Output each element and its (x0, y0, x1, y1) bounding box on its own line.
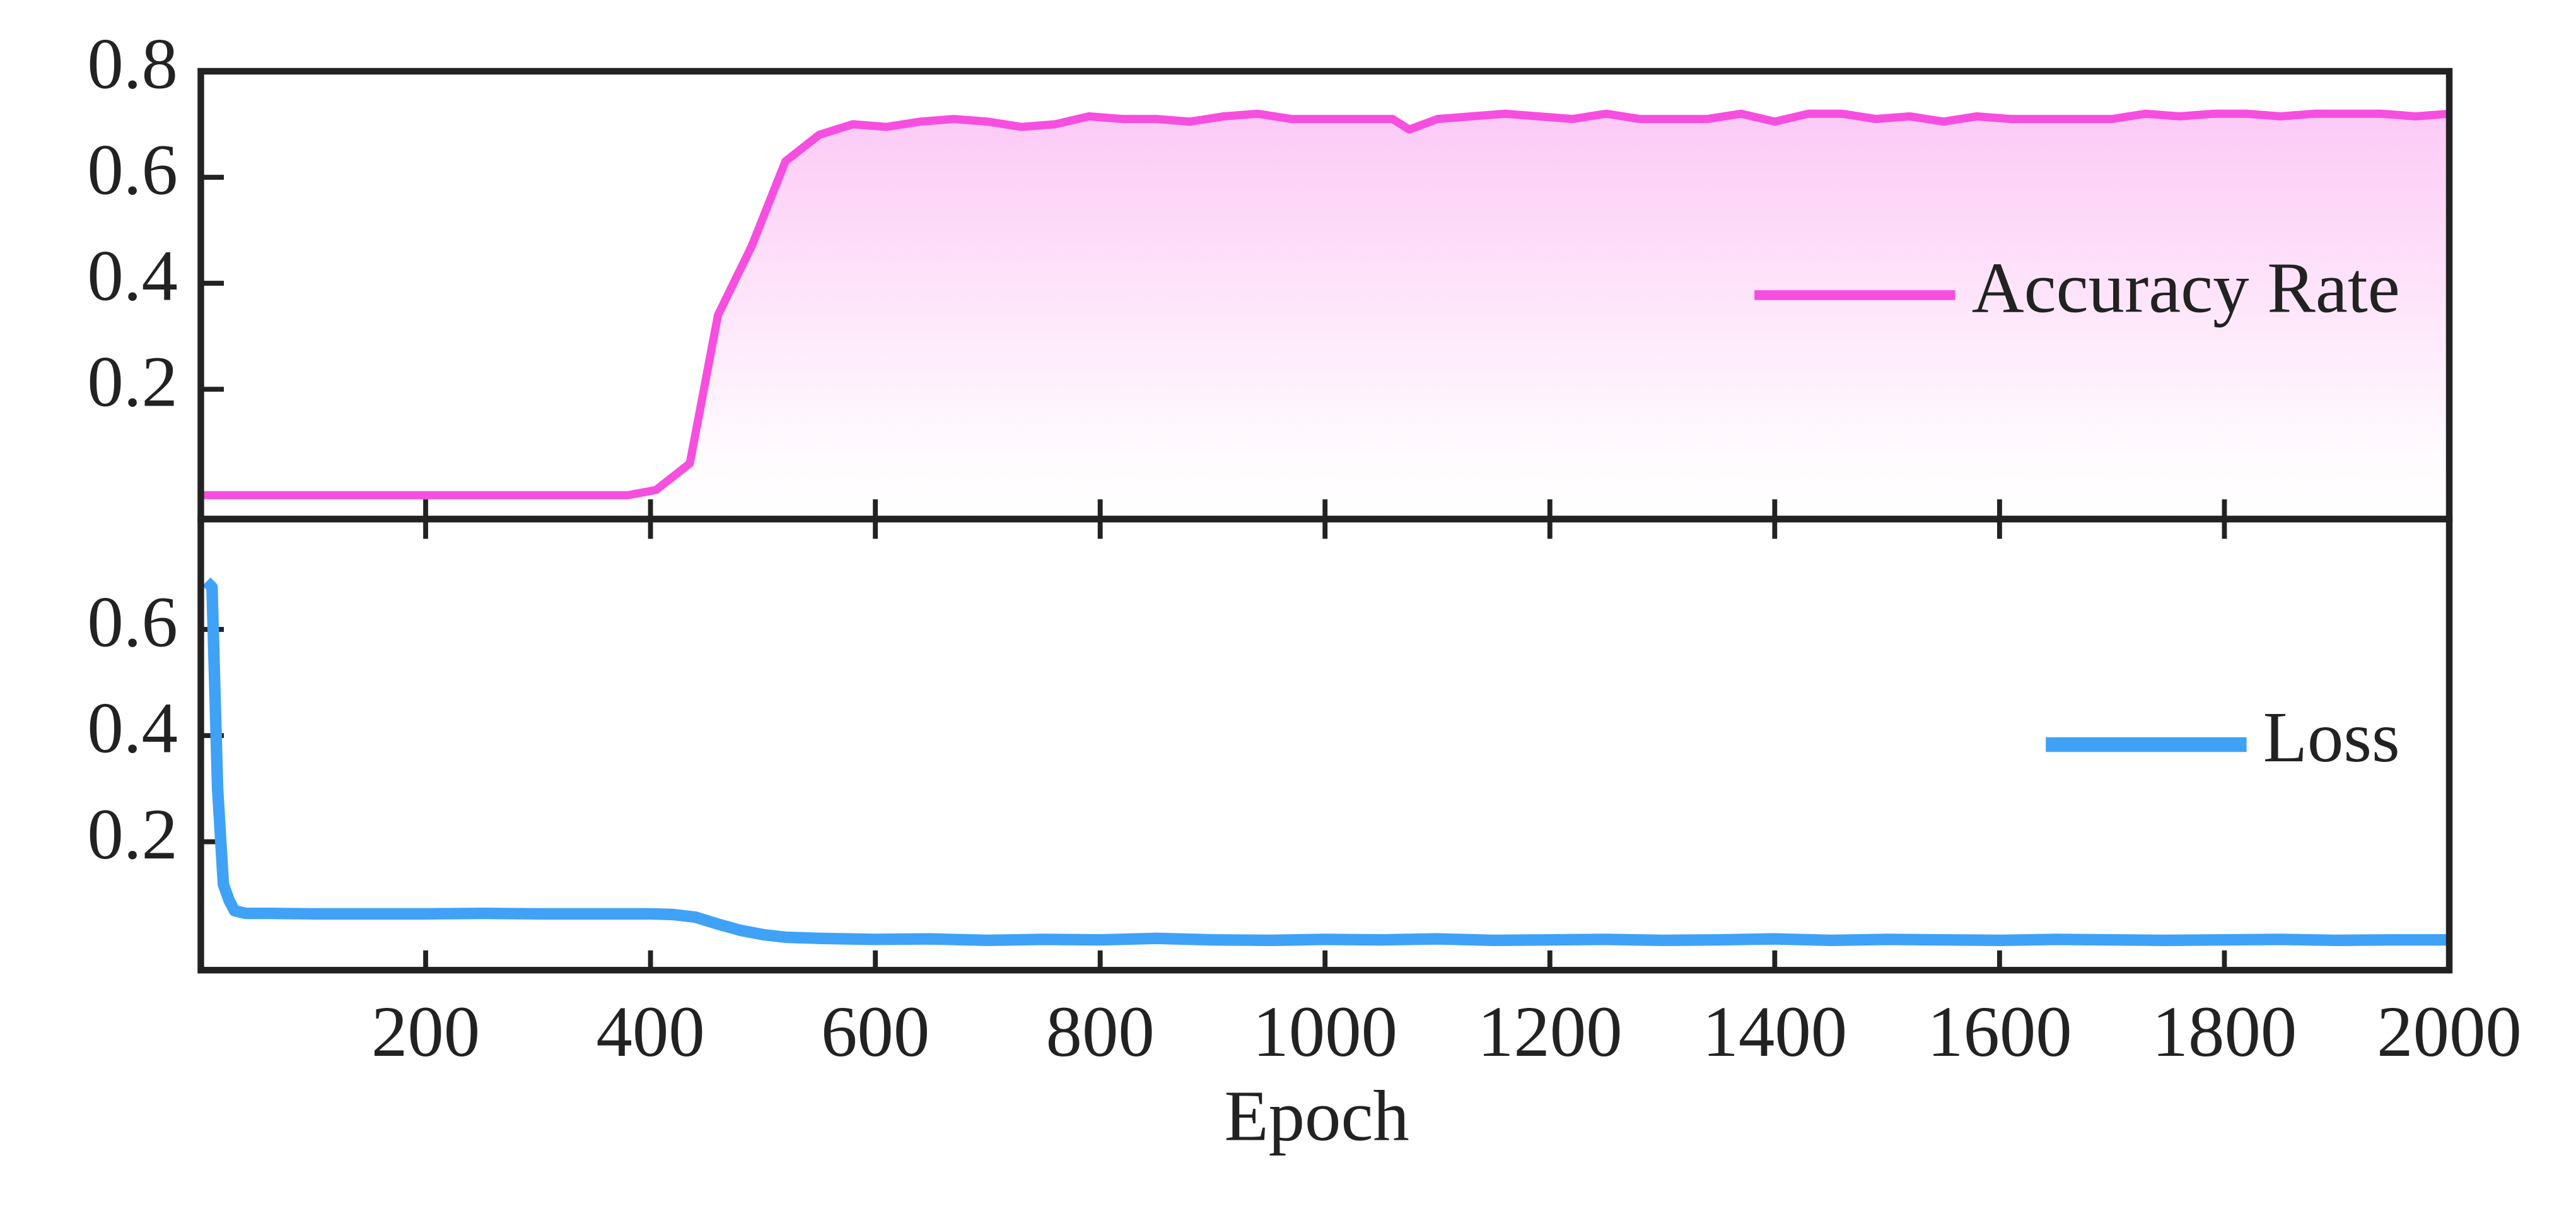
legend-label: Loss (2263, 697, 2400, 777)
x-tick-label: 1800 (2152, 992, 2297, 1072)
y-tick-label: 0.2 (87, 341, 178, 421)
y-tick-label: 0.6 (87, 129, 178, 209)
x-axis-title: Epoch (1224, 1075, 1409, 1155)
x-tick-label: 200 (371, 992, 480, 1072)
y-tick-label: 0.2 (87, 794, 178, 874)
x-tick-label: 800 (1046, 992, 1155, 1072)
line (202, 577, 2450, 947)
x-tick-label: 1600 (1927, 992, 2072, 1072)
y-tick-label: 0.4 (87, 688, 178, 768)
x-tick-label: 1400 (1703, 992, 1848, 1072)
x-tick-label: 2000 (2377, 992, 2522, 1072)
plot-frame (197, 515, 2453, 974)
y-tick-label: 0.8 (87, 23, 178, 103)
y-tick-label: 0.6 (87, 582, 178, 662)
x-tick-label: 1000 (1252, 992, 1397, 1072)
line (201, 109, 2450, 500)
x-tick-label: 400 (596, 992, 704, 1072)
y-tick-label: 0.4 (87, 235, 178, 315)
legend-label: Accuracy Rate (1972, 247, 2400, 327)
area (201, 114, 2450, 519)
x-tick-label: 600 (821, 992, 930, 1072)
x-tick-label: 1200 (1477, 992, 1623, 1072)
